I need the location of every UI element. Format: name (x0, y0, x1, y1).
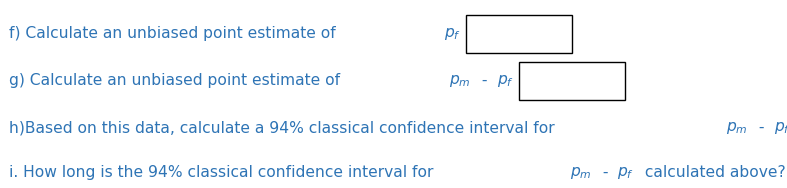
Text: -: - (754, 120, 770, 135)
Text: -: - (478, 73, 493, 88)
Text: $p_m$: $p_m$ (570, 165, 591, 181)
Text: -: - (597, 165, 613, 180)
FancyBboxPatch shape (466, 15, 572, 53)
Text: $p_f$: $p_f$ (444, 26, 460, 42)
Text: $p_m$: $p_m$ (449, 73, 471, 89)
Text: $p_f$: $p_f$ (618, 165, 634, 181)
Text: calculated above?: calculated above? (640, 165, 785, 180)
Text: $p_f$: $p_f$ (774, 120, 787, 136)
Text: g) Calculate an unbiased point estimate of: g) Calculate an unbiased point estimate … (9, 73, 350, 88)
FancyBboxPatch shape (519, 62, 626, 100)
Text: i. How long is the 94% classical confidence interval for: i. How long is the 94% classical confide… (9, 165, 444, 180)
Text: $p_f$: $p_f$ (497, 73, 514, 89)
Text: f) Calculate an unbiased point estimate of: f) Calculate an unbiased point estimate … (9, 26, 346, 41)
Text: h)Based on this data, calculate a 94% classical confidence interval for: h)Based on this data, calculate a 94% cl… (9, 120, 565, 135)
Text: $p_m$: $p_m$ (726, 120, 748, 136)
